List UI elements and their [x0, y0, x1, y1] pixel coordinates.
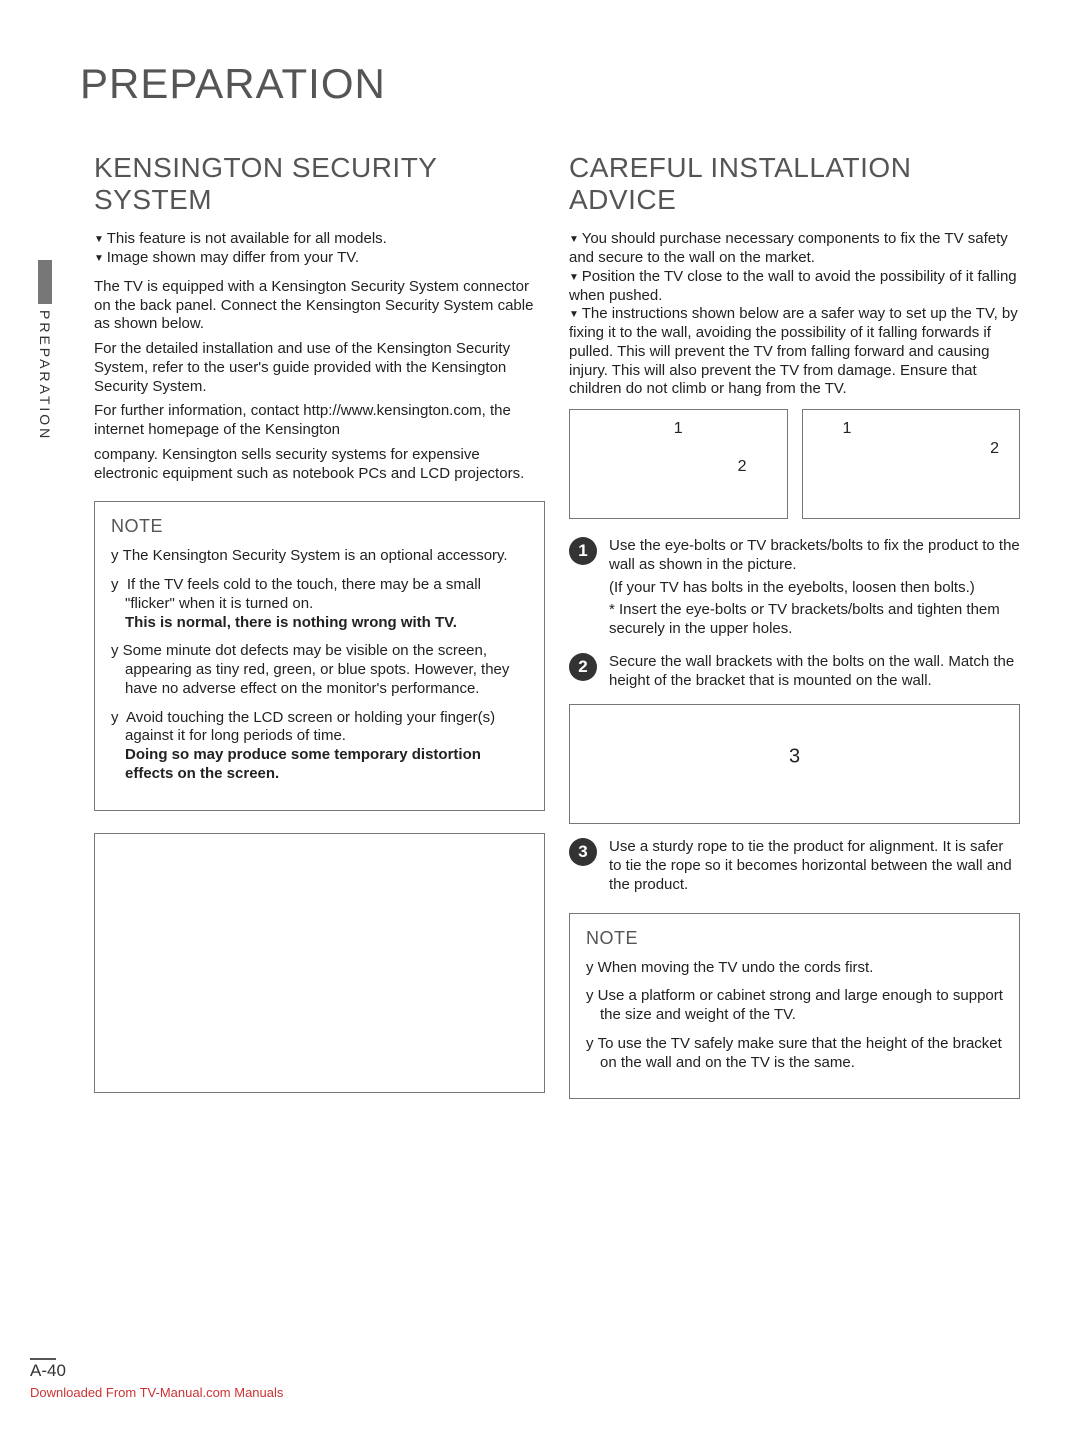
- download-source-line: Downloaded From TV-Manual.com Manuals: [30, 1385, 283, 1400]
- paragraph: The TV is equipped with a Kensington Sec…: [94, 278, 545, 334]
- bracket-diagram-a: 1 2: [569, 409, 788, 519]
- side-tab: PREPARATION: [30, 260, 60, 441]
- footer-rule: [30, 1358, 56, 1360]
- side-tab-block: [38, 260, 52, 304]
- step-sub: (If your TV has bolts in the eyebolts, l…: [609, 579, 1020, 598]
- page-number: A-40: [30, 1361, 283, 1381]
- rope-diagram: 3: [569, 704, 1020, 824]
- left-column: KENSINGTON SECURITY SYSTEM This feature …: [94, 152, 545, 1099]
- note-title: NOTE: [111, 516, 528, 537]
- right-intro-bullets: You should purchase necessary components…: [569, 230, 1020, 399]
- page-footer: A-40 Downloaded From TV-Manual.com Manua…: [30, 1361, 283, 1400]
- install-step-3: 3 Use a sturdy rope to tie the product f…: [569, 838, 1020, 894]
- note-item: Some minute dot defects may be visible o…: [111, 642, 528, 698]
- diag-label-1: 1: [843, 420, 852, 438]
- note-item: Avoid touching the LCD screen or holding…: [111, 709, 528, 784]
- bullet-item: This feature is not available for all mo…: [94, 230, 545, 249]
- left-note-box: NOTE The Kensington Security System is a…: [94, 501, 545, 810]
- note-item: When moving the TV undo the cords first.: [586, 959, 1003, 978]
- left-intro-bullets: This feature is not available for all mo…: [94, 230, 545, 268]
- note-item: The Kensington Security System is an opt…: [111, 547, 528, 566]
- left-heading: KENSINGTON SECURITY SYSTEM: [94, 152, 545, 216]
- note-strong: This is normal, there is nothing wrong w…: [125, 614, 457, 631]
- note-item: Use a platform or cabinet strong and lar…: [586, 987, 1003, 1025]
- install-step-1: 1 Use the eye-bolts or TV brackets/bolts…: [569, 537, 1020, 639]
- bullet-item: Image shown may differ from your TV.: [94, 249, 545, 268]
- page-title: PREPARATION: [80, 60, 1020, 108]
- step-text: Secure the wall brackets with the bolts …: [609, 653, 1020, 691]
- note-strong: Doing so may produce some temporary dist…: [125, 746, 481, 782]
- note-title: NOTE: [586, 928, 1003, 949]
- rope-label: 3: [789, 746, 800, 769]
- bracket-diagram-row: 1 2 1 2: [569, 409, 1020, 519]
- note-item: If the TV feels cold to the touch, there…: [111, 576, 528, 632]
- right-note-list: When moving the TV undo the cords first.…: [586, 959, 1003, 1073]
- left-note-list: The Kensington Security System is an opt…: [111, 547, 528, 783]
- right-heading: CAREFUL INSTALLATION ADVICE: [569, 152, 1020, 216]
- paragraph: For the detailed installation and use of…: [94, 340, 545, 396]
- right-column: CAREFUL INSTALLATION ADVICE You should p…: [569, 152, 1020, 1099]
- step-badge: 1: [569, 537, 597, 565]
- step-badge: 2: [569, 653, 597, 681]
- step-badge: 3: [569, 838, 597, 866]
- tv-illustration-placeholder: [94, 833, 545, 1093]
- bullet-item: You should purchase necessary components…: [569, 230, 1020, 268]
- step-text: Use the eye-bolts or TV brackets/bolts t…: [609, 537, 1020, 639]
- left-body: The TV is equipped with a Kensington Sec…: [94, 278, 545, 484]
- note-text: Avoid touching the LCD screen or holding…: [125, 709, 495, 745]
- content-columns: KENSINGTON SECURITY SYSTEM This feature …: [94, 152, 1020, 1099]
- step-sub: * Insert the eye-bolts or TV brackets/bo…: [609, 601, 1020, 639]
- diag-label-1: 1: [674, 420, 683, 438]
- note-text: If the TV feels cold to the touch, there…: [125, 576, 481, 612]
- diag-label-2: 2: [738, 458, 747, 476]
- bullet-item: The instructions shown below are a safer…: [569, 305, 1020, 399]
- diag-label-2: 2: [990, 440, 999, 458]
- step-text: Use a sturdy rope to tie the product for…: [609, 838, 1020, 894]
- bullet-item: Position the TV close to the wall to avo…: [569, 268, 1020, 306]
- bracket-diagram-b: 1 2: [802, 409, 1021, 519]
- note-item: To use the TV safely make sure that the …: [586, 1035, 1003, 1073]
- paragraph: company. Kensington sells security syste…: [94, 446, 545, 484]
- step-line: Use the eye-bolts or TV brackets/bolts t…: [609, 537, 1020, 575]
- side-tab-label: PREPARATION: [37, 310, 53, 441]
- paragraph: For further information, contact http://…: [94, 402, 545, 440]
- right-note-box: NOTE When moving the TV undo the cords f…: [569, 913, 1020, 1100]
- install-step-2: 2 Secure the wall brackets with the bolt…: [569, 653, 1020, 691]
